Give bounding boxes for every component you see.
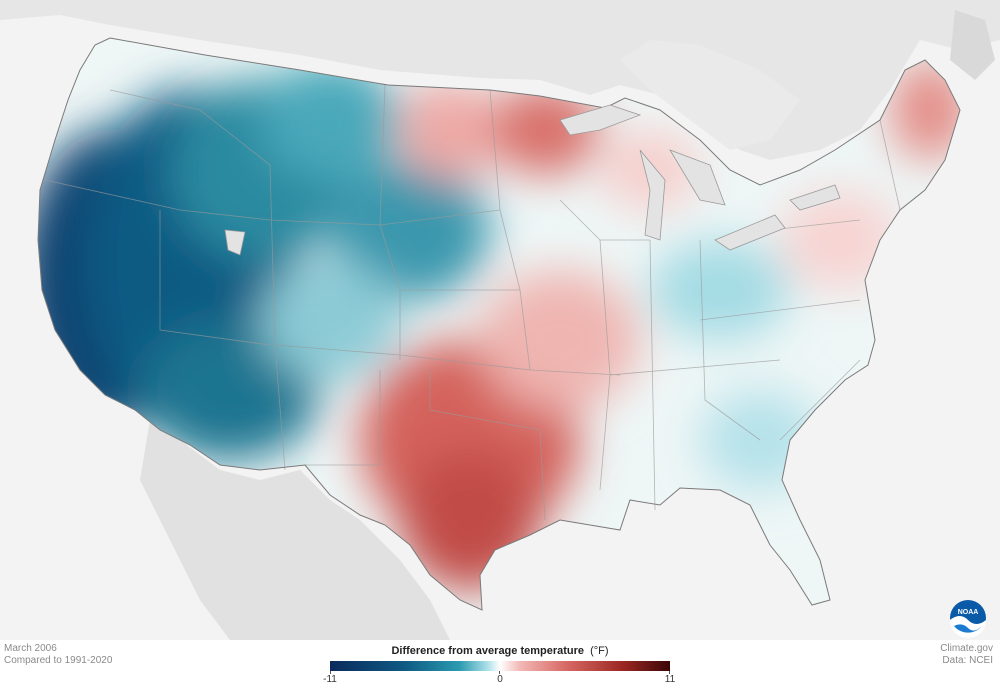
legend-unit: (°F) [590,645,609,657]
state-boundaries [44,84,901,521]
map-area: NOAA [0,0,1000,640]
footer: March 2006 Compared to 1991-2020 Differe… [0,640,1000,690]
us-outline [37,37,961,611]
us-temperature-map [0,0,1000,640]
great-lakes [224,104,841,256]
legend-tick-max [669,671,670,674]
footer-right: Climate.gov Data: NCEI [940,643,993,667]
legend-tick-min [330,671,331,674]
legend-mid-label: 0 [497,674,503,685]
legend-max-label: 11 [664,674,676,685]
legend-title: Difference from average temperature (°F) [330,645,670,657]
legend-title-text: Difference from average temperature [391,645,585,657]
data-source: Data: NCEI [942,655,993,666]
date-label: March 2006 [4,643,57,654]
footer-left: March 2006 Compared to 1991-2020 [4,643,112,667]
legend-color-bar [330,661,670,671]
baseline-label: Compared to 1991-2020 [4,655,113,666]
legend-tick-mid [499,671,500,674]
noaa-logo-icon: NOAA [950,600,986,638]
legend-min-label: -11 [323,674,337,685]
noaa-logo-text: NOAA [958,609,979,616]
source-site: Climate.gov [940,643,993,654]
background-land [0,0,1000,640]
